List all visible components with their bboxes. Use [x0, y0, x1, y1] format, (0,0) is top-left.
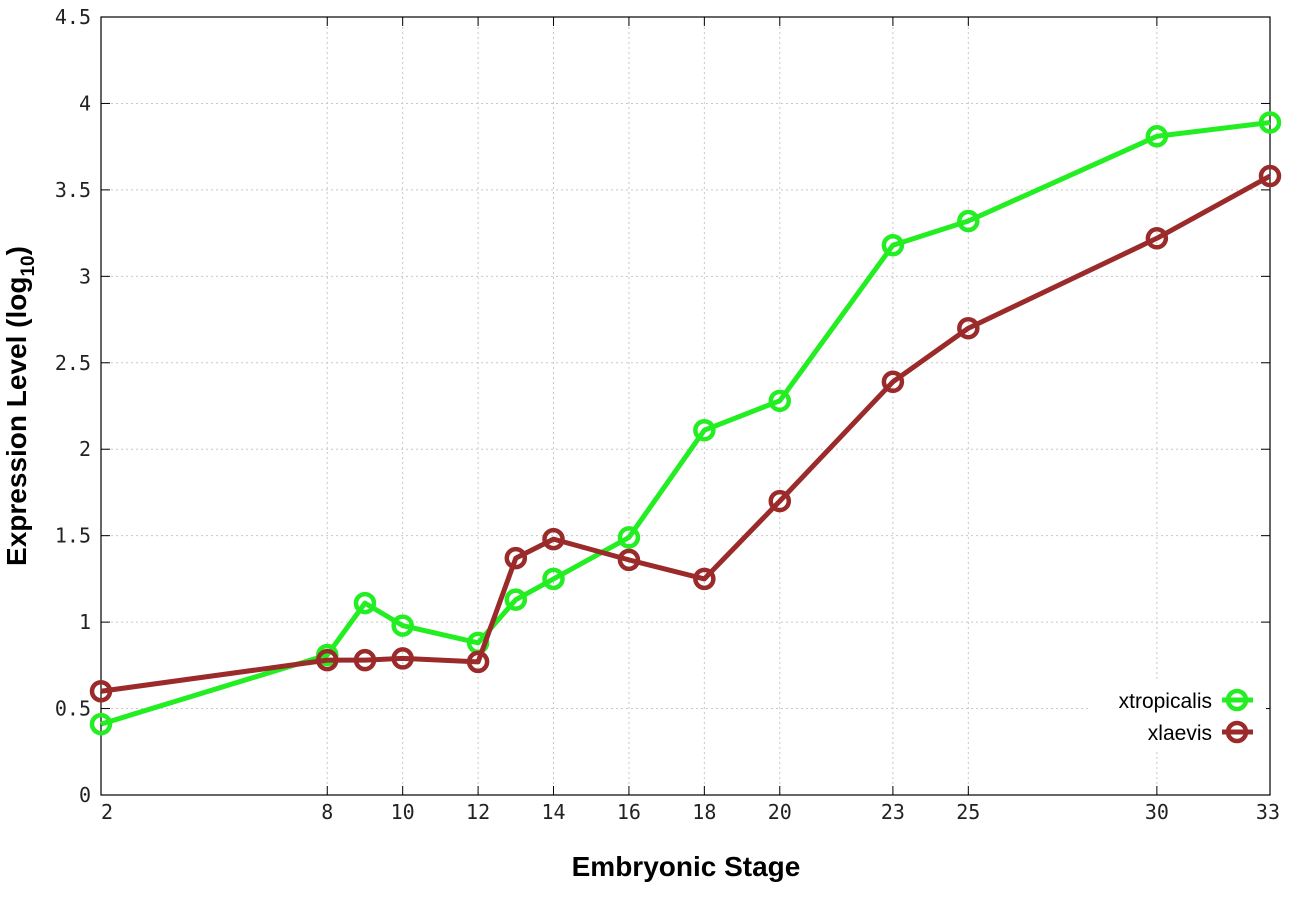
series-group — [89, 111, 1282, 736]
data-point-xlaevis — [542, 527, 565, 551]
data-point-xtropicalis — [881, 233, 905, 257]
series-xtropicalis — [89, 111, 1282, 736]
data-point-xtropicalis — [353, 591, 377, 615]
x-tick-label: 16 — [617, 800, 641, 824]
data-point-xlaevis — [466, 650, 490, 674]
x-tick-label: 25 — [956, 800, 980, 824]
data-point-xtropicalis — [768, 389, 792, 413]
data-point-xtropicalis — [693, 418, 716, 442]
data-point-xlaevis — [768, 489, 792, 513]
y-tick-label: 0.5 — [55, 697, 91, 721]
data-point-xlaevis — [391, 647, 414, 670]
data-point-xlaevis — [1258, 164, 1282, 188]
y-tick-label: 2.5 — [55, 351, 91, 375]
y-tick-label: 4 — [79, 91, 91, 115]
y-tick-label: 4.5 — [55, 5, 91, 29]
y-tick-label: 3.5 — [55, 178, 91, 202]
data-point-xtropicalis — [542, 567, 565, 591]
data-point-xlaevis — [504, 546, 528, 570]
data-point-xlaevis — [617, 548, 641, 572]
axis-ticks: 0 0.5 1 1.5 2 2.5 3 3.5 4 4.5 2 8 10 12 14 16 18 20 23 25 30… — [55, 5, 1280, 824]
x-tick-label: 30 — [1145, 800, 1169, 824]
x-tick-label: 10 — [391, 800, 415, 824]
data-point-xlaevis — [1145, 227, 1169, 250]
y-tick-label: 1.5 — [55, 524, 91, 548]
x-axis-title: Embryonic Stage — [572, 851, 801, 882]
data-point-xlaevis — [316, 648, 339, 672]
grid-lines — [101, 17, 1270, 795]
plot-frame — [100, 16, 1271, 796]
y-tick-label: 1 — [79, 610, 91, 634]
x-tick-label: 18 — [692, 800, 716, 824]
data-point-xtropicalis — [957, 209, 980, 233]
x-tick-label: 33 — [1256, 800, 1280, 824]
data-point-xlaevis — [693, 567, 716, 591]
x-tick-label: 23 — [881, 800, 905, 824]
x-tick-label: 12 — [466, 800, 490, 824]
data-point-xtropicalis — [617, 526, 641, 549]
y-tick-label: 3 — [79, 264, 91, 288]
data-point-xlaevis — [89, 680, 113, 703]
series-xlaevis — [89, 164, 1282, 703]
data-point-xlaevis — [353, 648, 377, 672]
legend: xtropicalis xlaevis — [1090, 680, 1266, 750]
legend-label-xlaevis: xlaevis — [1148, 722, 1212, 745]
legend-label-xtropicalis: xtropicalis — [1119, 690, 1212, 713]
data-point-xtropicalis — [1258, 111, 1282, 134]
x-tick-label: 14 — [541, 800, 565, 824]
data-point-xtropicalis — [391, 614, 414, 637]
data-point-xlaevis — [957, 316, 980, 340]
y-axis-title: Expression Level (log10) — [1, 246, 39, 566]
y-axis-title-close: ) — [1, 246, 32, 255]
y-tick-label: 2 — [79, 437, 91, 461]
x-tick-label: 20 — [768, 800, 792, 824]
series-line-xlaevis — [100, 173, 1272, 694]
y-tick-label: 0 — [79, 783, 91, 807]
data-point-xtropicalis — [504, 588, 528, 611]
data-point-xtropicalis — [1145, 125, 1169, 148]
data-point-xtropicalis — [89, 712, 113, 736]
legend-marker-xtropicalis — [1225, 688, 1249, 712]
x-tick-label: 2 — [101, 800, 113, 824]
y-axis-title-main: Expression Level (log — [1, 277, 32, 566]
x-tick-label: 8 — [321, 800, 333, 824]
data-point-xlaevis — [881, 370, 905, 394]
legend-marker-xlaevis — [1225, 720, 1249, 744]
series-line-xtropicalis — [100, 119, 1271, 727]
y-axis-title-subscript: 10 — [18, 255, 39, 276]
